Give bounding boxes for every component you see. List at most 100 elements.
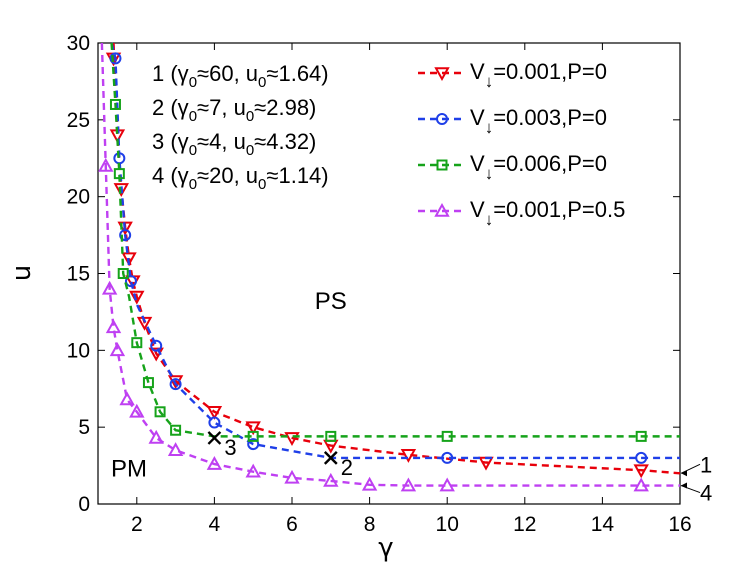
end-label-arrowhead	[681, 470, 687, 477]
legend-label-main: V	[470, 105, 485, 130]
y-tick-label: 5	[78, 416, 90, 439]
x-tick-label: 4	[209, 513, 221, 536]
series-line	[110, 42, 680, 460]
legend-label-rest: =0.001,P=0.5	[493, 197, 625, 222]
data-point	[117, 268, 129, 279]
data-point	[131, 337, 143, 349]
data-point	[142, 377, 154, 389]
legend-marker	[434, 202, 450, 217]
annotation-sub: 0	[189, 74, 197, 91]
legend-label: V↓=0.006,P=0	[470, 151, 607, 183]
data-point	[150, 339, 163, 352]
region-label: PS	[315, 288, 347, 315]
legend-marker	[434, 67, 450, 82]
legend-entry-3: V↓=0.006,P=0	[418, 151, 607, 183]
series-4	[98, 42, 680, 492]
legend-label: V↓=0.001,P=0.5	[470, 197, 625, 229]
legend: V↓=0.001,P=0V↓=0.003,P=0V↓=0.006,P=0V↓=0…	[418, 59, 625, 229]
legend-label-rest: =0.006,P=0	[493, 151, 607, 176]
cross-marker: 3	[207, 431, 237, 460]
parameter-annotations: 1 (γ0≈60, u0≈1.64)2 (γ0≈7, u0≈2.98)3 (γ0…	[152, 61, 329, 193]
annotation-3: 3 (γ0≈4, u0≈4.32)	[152, 129, 316, 159]
data-point	[247, 430, 259, 442]
data-point	[101, 280, 118, 295]
end-label-arrowhead	[681, 482, 687, 489]
cross-markers: 32	[207, 431, 353, 480]
end-label: 4	[680, 481, 712, 506]
annotation-1: 1 (γ0≈60, u0≈1.64)	[152, 61, 329, 91]
end-label-text: 4	[700, 481, 712, 506]
cross-stroke	[323, 451, 338, 465]
data-point	[635, 430, 647, 442]
x-tick-label: 16	[668, 513, 691, 536]
data-point	[129, 403, 145, 418]
data-point	[105, 319, 122, 334]
data-point	[633, 477, 649, 492]
x-axis-ticks: 2 4 6 8 10 12 14 16	[131, 43, 692, 536]
data-point	[245, 463, 261, 478]
data-point	[109, 52, 122, 65]
annotation-sub: 0	[246, 142, 254, 159]
annotation-id: 1 (γ	[152, 61, 189, 86]
annotation-sub: 0	[189, 108, 197, 125]
data-point	[109, 98, 121, 110]
series-line	[110, 42, 680, 438]
data-point	[441, 451, 454, 464]
x-tick-label: 14	[591, 513, 615, 536]
data-point	[247, 438, 260, 451]
cross-label: 2	[341, 455, 353, 480]
data-point	[400, 449, 417, 463]
data-point	[206, 455, 223, 470]
annotation-sub: 0	[189, 142, 197, 159]
curve-end-labels: 14	[680, 452, 712, 506]
data-point	[284, 469, 300, 484]
data-point	[109, 342, 126, 357]
series-layer	[98, 42, 681, 492]
x-tick-label: 10	[436, 513, 459, 536]
annotation-sub: 0	[258, 74, 266, 91]
legend-label-sub: ↓	[485, 118, 494, 137]
data-point	[167, 442, 184, 457]
legend-label: V↓=0.001,P=0	[470, 59, 607, 91]
annotation-sub: 0	[246, 108, 254, 125]
data-point	[635, 451, 648, 464]
y-tick-label: 25	[67, 109, 90, 132]
cross-label: 3	[224, 435, 236, 460]
data-point	[113, 183, 129, 198]
x-tick-label: 12	[513, 513, 536, 536]
annotation-u: ≈2.98)	[254, 95, 316, 120]
series-3	[109, 42, 680, 442]
legend-label-main: V	[470, 151, 485, 176]
legend-marker	[436, 159, 448, 171]
data-point	[136, 316, 153, 331]
series-2	[109, 42, 680, 464]
annotation-sub: 0	[258, 176, 266, 193]
data-point	[119, 229, 132, 242]
data-point	[121, 252, 137, 267]
data-point	[113, 168, 125, 180]
x-tick-label: 8	[364, 513, 376, 536]
legend-entry-4: V↓=0.001,P=0.5	[418, 197, 625, 229]
end-label: 1	[680, 452, 712, 477]
annotation-id: 2 (γ	[152, 95, 189, 120]
legend-entry-1: V↓=0.001,P=0	[418, 59, 607, 91]
data-point	[170, 424, 182, 436]
annotation-2: 2 (γ0≈7, u0≈2.98)	[152, 95, 316, 125]
data-point	[323, 472, 339, 487]
data-point	[148, 429, 164, 444]
x-axis-label: γ	[378, 533, 393, 563]
y-tick-label: 0	[78, 493, 90, 516]
annotation-gamma: ≈20, u	[197, 163, 258, 188]
x-tick-label: 2	[131, 513, 143, 536]
data-point	[633, 464, 649, 479]
legend-entry-2: V↓=0.003,P=0	[418, 105, 607, 137]
legend-label-sub: ↓	[485, 210, 494, 229]
annotation-u: ≈1.14)	[266, 163, 328, 188]
legend-label-main: V	[470, 59, 485, 84]
annotation-gamma: ≈7, u	[197, 95, 246, 120]
data-point	[169, 378, 182, 391]
data-point	[167, 375, 184, 390]
legend-label-rest: =0.001,P=0	[493, 59, 607, 84]
annotation-gamma: ≈4, u	[197, 129, 246, 154]
